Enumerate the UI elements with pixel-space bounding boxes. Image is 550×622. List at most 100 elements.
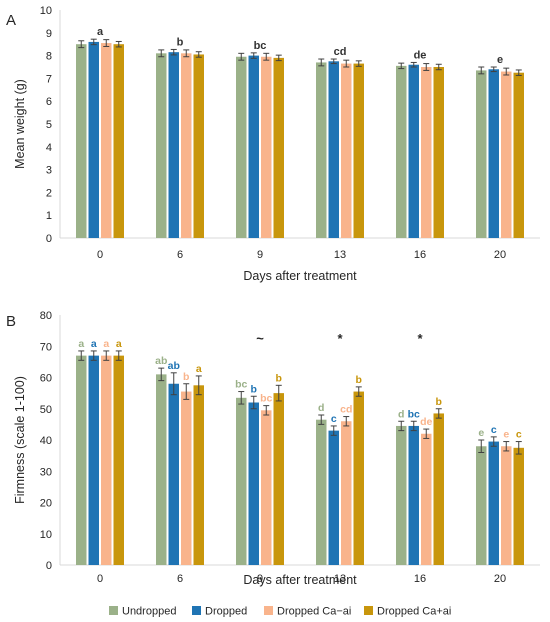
bar-dropped-day-0 <box>88 355 99 565</box>
bar-undropped-day-13 <box>316 62 327 238</box>
bar-undropped-day-9 <box>236 56 247 238</box>
error-bar-dropped-day-6 <box>170 372 177 396</box>
error-bar-dropped-ca-minus-ai-day-16 <box>423 63 430 71</box>
bar-dropped-ca-plus-ai-day-16 <box>433 413 444 565</box>
error-bar-dropped-ca-plus-ai-day-6 <box>195 51 202 58</box>
bar-undropped-day-20 <box>476 446 487 565</box>
significance-letter-dropped-ca-plus-ai-day-13: b <box>356 374 362 386</box>
error-bar-undropped-day-6 <box>158 367 165 382</box>
panel-a-y-axis-label: Mean weight (g) <box>13 79 27 169</box>
bar-dropped-ca-minus-ai-day-9 <box>261 56 272 238</box>
error-bar-dropped-ca-plus-ai-day-9 <box>275 54 282 62</box>
panel-b-y-tick-label: 20 <box>40 498 52 510</box>
panel-b-letter: B <box>6 313 16 330</box>
legend-label-undropped: Undropped <box>122 606 176 618</box>
error-bar-undropped-day-13 <box>318 58 325 67</box>
panel-b-x-tick-label: 6 <box>177 573 183 585</box>
bar-dropped-ca-plus-ai-day-13 <box>353 63 364 238</box>
panel-b-y-tick-label: 50 <box>40 404 52 416</box>
panel-a-y-tick-label: 1 <box>46 210 52 222</box>
bar-dropped-day-16 <box>408 64 419 238</box>
bar-dropped-ca-minus-ai-day-13 <box>341 421 352 565</box>
panel-a-y-tick-label: 10 <box>40 5 52 17</box>
panel-b-x-axis-label: Days after treatment <box>243 573 357 587</box>
panel-a-y-tick-label: 6 <box>46 96 52 108</box>
bar-undropped-day-6 <box>156 53 167 238</box>
panel-b-x-tick-label: 9 <box>257 573 263 585</box>
error-bar-dropped-day-9 <box>250 52 257 59</box>
significance-letter-undropped-day-9: bc <box>235 379 247 391</box>
error-bar-dropped-day-0 <box>90 38 97 46</box>
significance-letter-dropped-day-0: a <box>91 338 97 350</box>
significance-letter-dropped-ca-plus-ai-day-20: c <box>516 429 522 441</box>
error-bar-dropped-ca-minus-ai-day-0 <box>103 39 110 47</box>
panel-b-x-tick-label: 16 <box>414 573 426 585</box>
panel-b-x-ticks: 0 6 9 13 16 20 <box>97 573 506 585</box>
significance-letter-undropped-day-6: ab <box>155 355 167 367</box>
significance-letter-undropped-day-16: d <box>398 408 404 420</box>
error-bar-dropped-ca-minus-ai-day-16 <box>423 428 430 439</box>
bar-dropped-ca-minus-ai-day-16 <box>421 67 432 238</box>
error-bar-dropped-day-16 <box>410 420 417 432</box>
bar-dropped-ca-minus-ai-day-6 <box>181 53 192 238</box>
bar-dropped-ca-plus-ai-day-9 <box>273 57 284 238</box>
group-significance-label-day-6: b <box>177 36 184 48</box>
error-bar-undropped-day-9 <box>238 391 245 405</box>
legend-swatch-dropped-ca-minus-ai <box>264 606 273 615</box>
error-bar-undropped-day-9 <box>238 52 245 61</box>
error-bar-undropped-day-6 <box>158 49 165 58</box>
bar-dropped-ca-minus-ai-day-16 <box>421 433 432 565</box>
panel-a-y-tick-label: 2 <box>46 187 52 199</box>
panel-a-x-tick-label: 0 <box>97 249 103 261</box>
panel-b-x-tick-label: 20 <box>494 573 506 585</box>
significance-letter-dropped-ca-plus-ai-day-16: b <box>436 396 442 408</box>
panel-b-y-axis-label: Firmness (scale 1-100) <box>13 376 27 504</box>
error-bar-dropped-day-6 <box>170 48 177 56</box>
group-significance-label-day-20: e <box>497 54 503 66</box>
bar-dropped-ca-minus-ai-day-13 <box>341 63 352 238</box>
group-significance-label-day-13: cd <box>334 46 347 58</box>
bar-dropped-ca-plus-ai-day-9 <box>273 393 284 565</box>
legend-label-dropped-ca-minus-ai: Dropped Ca−ai <box>277 606 351 618</box>
group-significance-label-day-0: a <box>97 26 104 38</box>
panel-a-letter: A <box>6 12 16 29</box>
error-bar-dropped-ca-minus-ai-day-20 <box>503 67 510 76</box>
error-bar-dropped-ca-plus-ai-day-6 <box>195 375 202 396</box>
legend-label-dropped: Dropped <box>205 606 247 618</box>
panel-a-y-tick-label: 3 <box>46 165 52 177</box>
significance-letter-dropped-day-9: b <box>251 383 257 395</box>
bar-dropped-ca-minus-ai-day-6 <box>181 391 192 565</box>
panel-a-x-tick-label: 9 <box>257 249 263 261</box>
error-bar-undropped-day-0 <box>78 350 85 361</box>
bar-dropped-ca-plus-ai-day-6 <box>193 385 204 565</box>
panel-a-x-tick-label: 6 <box>177 249 183 261</box>
panel-a: A 0 1 2 3 4 5 6 7 8 9 10 0 6 9 13 16 20 a b bc cd de e Mean … <box>6 5 540 283</box>
significance-letter-undropped-day-20: e <box>478 427 484 439</box>
bar-dropped-ca-plus-ai-day-13 <box>353 391 364 565</box>
bar-dropped-ca-plus-ai-day-20 <box>513 72 524 238</box>
bar-dropped-day-13 <box>328 61 339 238</box>
significance-letter-dropped-ca-minus-ai-day-9: bc <box>260 393 272 405</box>
panel-b-y-tick-label: 40 <box>40 435 52 447</box>
error-bar-dropped-ca-plus-ai-day-16 <box>435 408 442 419</box>
error-bar-dropped-ca-minus-ai-day-9 <box>263 405 270 416</box>
bar-dropped-ca-minus-ai-day-0 <box>101 355 112 565</box>
interaction-marker-day-13: * <box>337 331 343 346</box>
panel-a-x-ticks: 0 6 9 13 16 20 <box>97 249 506 261</box>
error-bar-undropped-day-16 <box>398 62 405 70</box>
bar-dropped-day-0 <box>88 41 99 238</box>
error-bar-dropped-ca-plus-ai-day-0 <box>115 350 122 361</box>
error-bar-dropped-day-0 <box>90 350 97 361</box>
panel-a-y-tick-label: 9 <box>46 28 52 40</box>
panel-b-x-tick-label: 0 <box>97 573 103 585</box>
error-bar-dropped-ca-plus-ai-day-20 <box>515 441 522 455</box>
panel-b-y-ticks: 0 10 20 30 40 50 60 70 80 <box>40 310 52 572</box>
bar-dropped-ca-plus-ai-day-20 <box>513 447 524 565</box>
bar-dropped-ca-minus-ai-day-20 <box>501 446 512 565</box>
panel-a-bars <box>76 38 524 239</box>
significance-letter-dropped-day-13: c <box>331 413 337 425</box>
panel-a-y-ticks: 0 1 2 3 4 5 6 7 8 9 10 <box>40 5 52 245</box>
panel-a-y-tick-label: 7 <box>46 73 52 85</box>
legend-swatch-undropped <box>109 606 118 615</box>
